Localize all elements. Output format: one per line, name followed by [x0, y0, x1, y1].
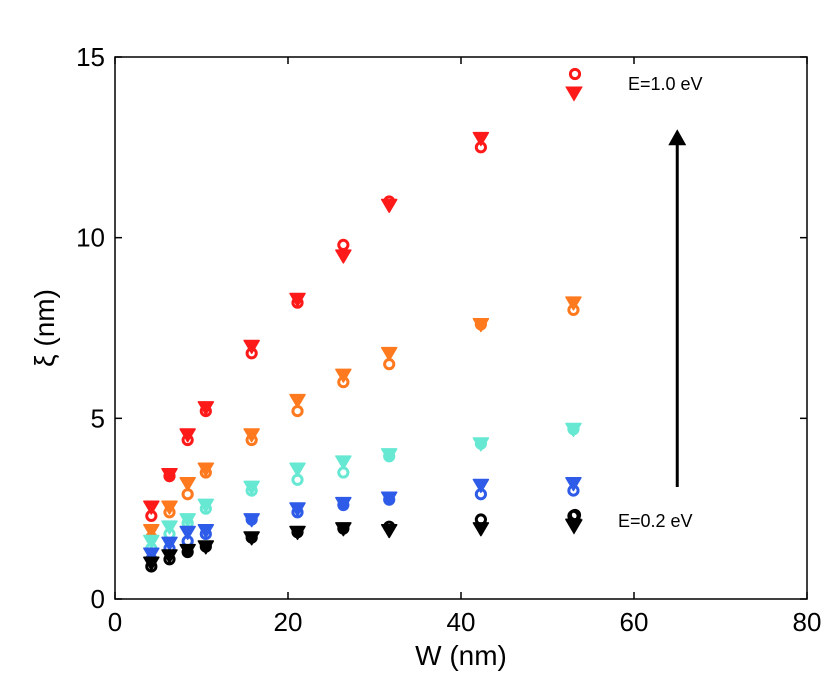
- x-tick-label: 60: [620, 607, 649, 637]
- circle-point: [199, 466, 212, 479]
- circle-point: [474, 488, 487, 501]
- circle-point: [291, 526, 304, 539]
- circle-point: [383, 520, 396, 533]
- circle-point: [245, 513, 258, 526]
- circle-point: [337, 522, 350, 535]
- triangle-point: [179, 476, 196, 492]
- circle-point: [474, 141, 487, 154]
- circle-point: [199, 405, 212, 418]
- circle-point: [567, 423, 580, 436]
- circle-point: [474, 318, 487, 331]
- legend-circle-marker: [568, 67, 582, 81]
- y-tick-label: 0: [91, 584, 105, 614]
- circle-point: [383, 493, 396, 506]
- circle-point: [199, 540, 212, 553]
- circle-point: [291, 506, 304, 519]
- legend-label-bottom: E=0.2 eV: [618, 511, 693, 531]
- triangle-point: [335, 455, 352, 470]
- triangle-point: [243, 339, 260, 354]
- triangle-point: [335, 368, 352, 383]
- circle-point: [291, 405, 304, 418]
- circle-point: [383, 450, 396, 463]
- x-axis-title: W (nm): [415, 640, 507, 671]
- circle-point: [199, 502, 212, 515]
- legend-triangle-marker: [565, 519, 583, 535]
- circle-point: [145, 560, 158, 573]
- x-tick-label: 0: [108, 607, 122, 637]
- circle-point: [291, 473, 304, 486]
- x-tick-label: 80: [793, 607, 822, 637]
- circle-point: [337, 498, 350, 512]
- triangle-point: [143, 500, 160, 515]
- circle-point: [145, 509, 158, 522]
- triangle-point: [289, 462, 306, 477]
- circle-point: [567, 484, 580, 497]
- triangle-point: [565, 296, 582, 311]
- circle-point: [181, 433, 194, 447]
- circle-point: [245, 531, 258, 544]
- circle-point: [245, 484, 258, 497]
- circle-point: [245, 347, 258, 360]
- circle-point: [337, 238, 350, 251]
- circle-point: [181, 488, 194, 501]
- y-tick-label: 15: [76, 42, 105, 72]
- data-points: [143, 131, 582, 573]
- circle-point: [567, 303, 580, 317]
- circle-point: [181, 545, 194, 559]
- circle-point: [163, 506, 176, 519]
- arrow-head: [668, 129, 687, 146]
- x-tick-label: 40: [447, 607, 476, 637]
- circle-point: [163, 553, 176, 566]
- y-tick-label: 5: [91, 403, 105, 433]
- triangle-point: [565, 476, 582, 492]
- circle-point: [291, 296, 304, 309]
- axis-ticks: 0 20 40 60 80 0 5 10 15: [76, 42, 821, 637]
- triangle-point: [161, 520, 178, 535]
- triangle-point: [179, 525, 196, 541]
- triangle-point: [143, 534, 160, 550]
- circle-point: [337, 376, 350, 389]
- triangle-point: [472, 131, 490, 147]
- plot-area: [114, 56, 808, 600]
- circle-point: [245, 433, 258, 447]
- triangle-point: [289, 393, 306, 409]
- circle-point: [337, 466, 350, 479]
- circle-point: [199, 527, 212, 541]
- triangle-point: [143, 523, 160, 539]
- legend-label-top: E=1.0 eV: [628, 74, 703, 94]
- circle-point: [383, 358, 396, 371]
- circle-point: [163, 470, 176, 483]
- circle-point: [474, 513, 487, 526]
- circle-point: [474, 437, 487, 450]
- triangle-point: [472, 478, 490, 494]
- y-axis-title: ξ (nm): [29, 289, 60, 367]
- y-tick-label: 10: [76, 223, 105, 253]
- trend-arrow: [668, 129, 687, 487]
- legend-triangle-marker: [565, 86, 583, 102]
- x-tick-label: 20: [274, 607, 303, 637]
- circle-point: [383, 195, 396, 208]
- triangle-point: [380, 346, 398, 362]
